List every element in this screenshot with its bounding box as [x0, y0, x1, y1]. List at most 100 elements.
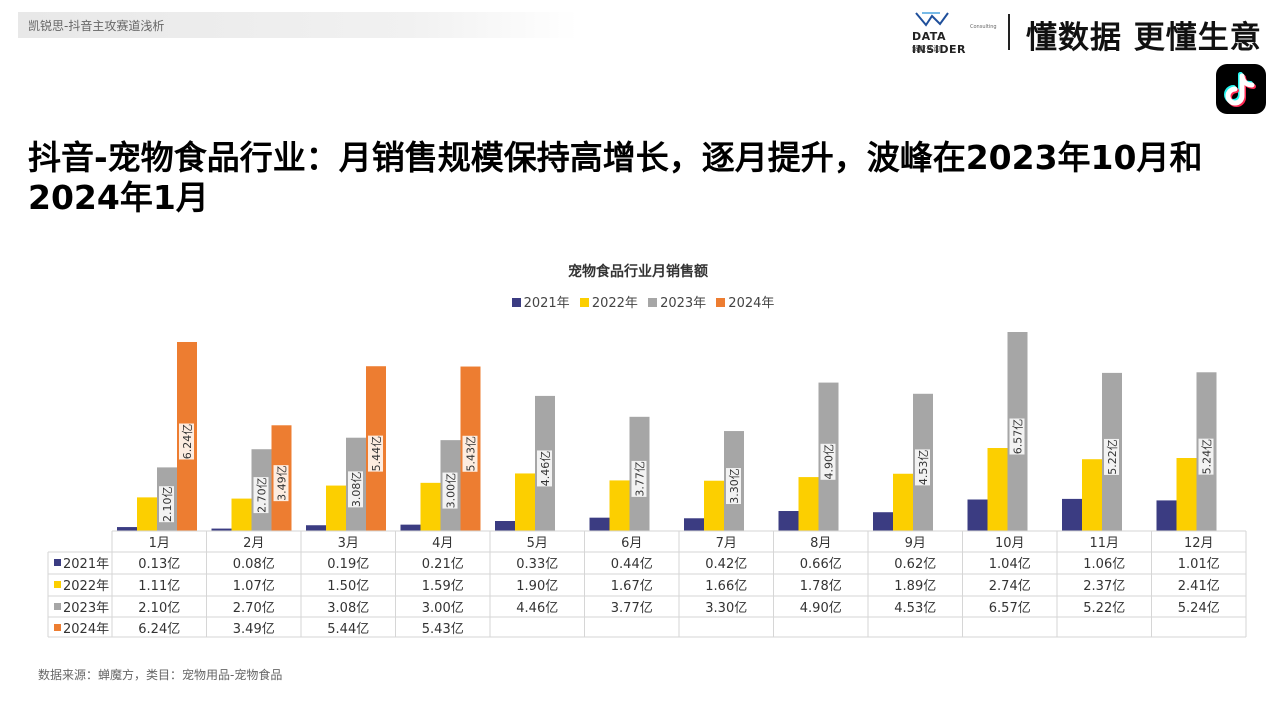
data-label-bg	[1009, 418, 1025, 455]
data-label-2023年-6月: 3.77亿	[634, 461, 647, 497]
header-divider	[1008, 14, 1010, 50]
table-cell: 1.90亿	[516, 579, 558, 594]
table-cell: 1.78亿	[800, 579, 842, 594]
table-cell: 4.53亿	[894, 601, 936, 616]
data-label-bg	[462, 435, 478, 472]
table-cell: 1.04亿	[989, 557, 1031, 572]
data-label-bg	[273, 465, 289, 502]
x-tick-label: 4月	[432, 536, 453, 551]
breadcrumb: 凯锐思-抖音主攻赛道浅析	[28, 19, 165, 33]
table-cell: 5.44亿	[327, 622, 369, 637]
data-label-bg	[820, 443, 836, 480]
brand-name: DATA INSIDER	[912, 30, 966, 56]
brand-tag: Consulting	[970, 24, 997, 30]
slogan: 懂数据 更懂生意	[1026, 20, 1262, 56]
data-label-2024年-3月: 5.44亿	[370, 436, 383, 472]
bar-2021年-8月	[778, 511, 799, 531]
chart-title: 宠物食品行业月销售额	[568, 264, 708, 280]
data-label-bg	[253, 477, 269, 514]
legend-item-2021: 2021年	[511, 292, 570, 311]
x-tick-label: 12月	[1184, 536, 1214, 551]
table-legend-key	[54, 559, 61, 566]
data-label-bg	[1104, 438, 1119, 475]
bar-2022年-6月	[609, 480, 630, 531]
data-label-2023年-3月: 3.08亿	[350, 472, 363, 508]
table-legend-key	[54, 603, 61, 610]
bar-2021年-4月	[400, 524, 421, 531]
x-tick-label: 6月	[621, 536, 642, 551]
bar-2022年-12月	[1176, 458, 1197, 531]
bar-2021年-12月	[1156, 500, 1177, 531]
x-tick-label: 5月	[527, 536, 548, 551]
bar-2021年-10月	[967, 499, 988, 531]
bar-2022年-9月	[893, 473, 913, 531]
bar-2021年-7月	[684, 518, 704, 531]
table-cell: 2.74亿	[989, 579, 1031, 594]
table-cell: 5.43亿	[422, 622, 464, 637]
data-label-bg	[537, 450, 552, 487]
bar-2022年-8月	[798, 477, 819, 531]
table-cell: 0.66亿	[800, 557, 842, 572]
table-cell: 0.62亿	[894, 557, 936, 572]
table-row-label: 2022年	[63, 579, 109, 594]
table-cell: 6.57亿	[989, 601, 1031, 616]
bar-2021年-2月	[211, 528, 232, 531]
table-cell: 3.49亿	[233, 622, 275, 637]
bar-2021年-9月	[873, 512, 893, 531]
brand-logo: Consulting DATA INSIDER 解数咨询	[912, 10, 1002, 56]
data-label-2023年-7月: 3.30亿	[728, 468, 741, 504]
data-label-bg	[179, 423, 194, 460]
data-label-2023年-12月: 5.24亿	[1201, 439, 1214, 475]
table-cell: 1.59亿	[422, 579, 464, 594]
x-tick-label: 1月	[149, 536, 170, 551]
table-cell: 3.08亿	[327, 601, 369, 616]
data-label-bg	[915, 449, 930, 486]
table-cell: 1.66亿	[705, 579, 747, 594]
table-row-label: 2023年	[63, 601, 109, 616]
data-label-2024年-2月: 3.49亿	[276, 465, 289, 501]
table-cell: 0.44亿	[611, 557, 653, 572]
table-cell: 3.30亿	[705, 601, 747, 616]
bar-2022年-4月	[420, 482, 441, 531]
data-source-note: 数据来源：蝉魔方，类目：宠物用品-宠物食品	[38, 668, 283, 682]
bar-2021年-1月	[117, 527, 137, 531]
table-cell: 0.21亿	[422, 557, 464, 572]
table-cell: 1.89亿	[894, 579, 936, 594]
data-insider-logo-icon	[915, 12, 949, 27]
x-tick-label: 9月	[905, 536, 926, 551]
legend-item-2022: 2022年	[579, 292, 638, 311]
table-cell: 3.77亿	[611, 601, 653, 616]
bar-2022年-1月	[137, 497, 157, 531]
x-tick-label: 2月	[243, 536, 264, 551]
bar-2022年-7月	[704, 480, 724, 531]
table-cell: 5.24亿	[1178, 601, 1220, 616]
data-label-2023年-4月: 3.00亿	[445, 473, 458, 509]
table-row-label: 2021年	[63, 557, 109, 572]
brand-sub: 解数咨询	[912, 45, 940, 53]
data-label-2023年-9月: 4.53亿	[917, 450, 930, 486]
legend-item-2023: 2023年	[648, 292, 706, 311]
x-tick-label: 10月	[995, 536, 1025, 551]
data-label-bg	[442, 472, 458, 509]
bar-2022年-10月	[987, 448, 1008, 531]
data-label-bg	[631, 460, 647, 497]
table-cell: 6.24亿	[138, 622, 180, 637]
x-tick-label: 11月	[1089, 536, 1119, 551]
table-cell: 4.46亿	[516, 601, 558, 616]
table-cell: 1.07亿	[233, 579, 275, 594]
table-cell: 4.90亿	[800, 601, 842, 616]
table-row-label: 2024年	[63, 622, 109, 637]
table-cell: 5.22亿	[1083, 601, 1125, 616]
page-title: 抖音-宠物食品行业：月销售规模保持高增长，逐月提升，波峰在2023年10月和20…	[28, 138, 1203, 217]
table-cell: 0.33亿	[516, 557, 558, 572]
breadcrumb-bar: 凯锐思-抖音主攻赛道浅析	[18, 12, 578, 38]
table-cell: 0.42亿	[705, 557, 747, 572]
x-tick-label: 3月	[338, 536, 359, 551]
legend-item-2024: 2024年	[716, 292, 774, 311]
bar-2021年-6月	[589, 517, 610, 531]
data-label-2024年-1月: 6.24亿	[181, 424, 194, 460]
data-label-2023年-5月: 4.46亿	[539, 451, 552, 487]
bar-2021年-5月	[495, 521, 515, 531]
data-label-2024年-4月: 5.43亿	[465, 436, 478, 472]
data-label-bg	[368, 435, 383, 472]
